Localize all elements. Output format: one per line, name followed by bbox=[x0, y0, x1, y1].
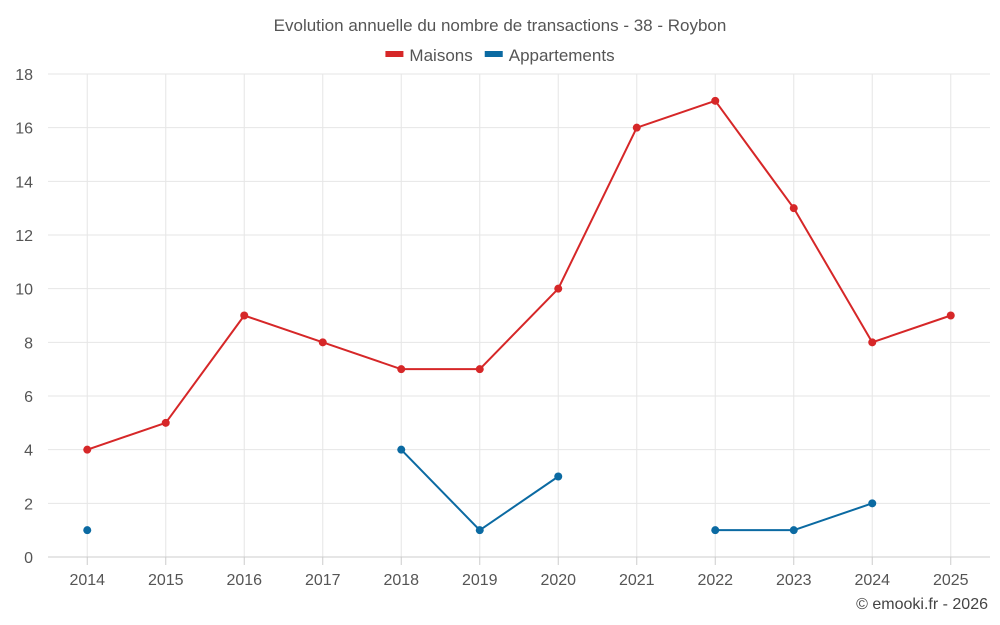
x-tick-label: 2018 bbox=[383, 572, 419, 589]
y-tick-label: 12 bbox=[15, 228, 33, 245]
series-maisons bbox=[83, 96, 955, 454]
data-point-maisons bbox=[240, 311, 249, 320]
y-tick-label: 16 bbox=[15, 121, 33, 138]
y-tick-label: 2 bbox=[24, 496, 33, 513]
x-tick-label: 2017 bbox=[305, 572, 341, 589]
legend-label: Maisons bbox=[409, 46, 472, 65]
x-tick-label: 2014 bbox=[69, 572, 105, 589]
series-layer bbox=[83, 96, 955, 535]
x-tick-label: 2022 bbox=[697, 572, 733, 589]
data-point-maisons bbox=[789, 204, 798, 213]
credit-text: © emooki.fr - 2026 bbox=[856, 596, 988, 613]
series-appartements bbox=[83, 445, 877, 535]
data-point-maisons bbox=[554, 284, 563, 293]
data-point-maisons bbox=[868, 338, 877, 347]
x-tick-label: 2019 bbox=[462, 572, 498, 589]
data-point-maisons bbox=[83, 445, 92, 454]
y-tick-label: 18 bbox=[15, 67, 33, 84]
legend-swatch-maisons bbox=[385, 51, 404, 57]
y-tick-label: 14 bbox=[15, 174, 33, 191]
data-point-appartements bbox=[868, 499, 877, 508]
y-tick-label: 10 bbox=[15, 282, 33, 299]
data-point-maisons bbox=[318, 338, 327, 347]
y-tick-label: 6 bbox=[24, 389, 33, 406]
y-tick-label: 8 bbox=[24, 335, 33, 352]
data-point-maisons bbox=[161, 418, 170, 427]
y-tick-label: 4 bbox=[24, 443, 33, 460]
x-tick-label: 2023 bbox=[776, 572, 812, 589]
data-point-maisons bbox=[397, 365, 406, 374]
data-point-appartements bbox=[554, 472, 563, 481]
x-axis: 2014 2015 2016 2017 2018 2019 2020 2021 2022 2023… bbox=[69, 557, 969, 589]
series-line-maisons bbox=[86, 99, 952, 451]
x-tick-label: 2020 bbox=[540, 572, 576, 589]
x-tick-label: 2016 bbox=[226, 572, 262, 589]
legend-swatch-appartements bbox=[484, 51, 503, 57]
y-axis: 0 2 4 6 8 10 12 14 16 18 bbox=[15, 67, 33, 567]
data-point-appartements bbox=[789, 526, 798, 535]
y-tick-label: 0 bbox=[24, 550, 33, 567]
x-tick-label: 2021 bbox=[619, 572, 655, 589]
legend: Maisons Appartements bbox=[385, 46, 615, 65]
x-tick-label: 2025 bbox=[933, 572, 969, 589]
x-tick-label: 2024 bbox=[854, 572, 890, 589]
data-point-maisons bbox=[711, 96, 720, 105]
data-point-maisons bbox=[946, 311, 955, 320]
x-tick-label: 2015 bbox=[148, 572, 184, 589]
chart-title: Evolution annuelle du nombre de transact… bbox=[274, 16, 727, 35]
data-point-appartements bbox=[83, 526, 92, 535]
data-point-appartements bbox=[397, 445, 406, 454]
data-point-appartements bbox=[711, 526, 720, 535]
legend-label: Appartements bbox=[509, 46, 615, 65]
data-point-appartements bbox=[475, 526, 484, 535]
data-point-maisons bbox=[475, 365, 484, 374]
grid bbox=[48, 73, 990, 558]
data-point-maisons bbox=[632, 123, 641, 132]
